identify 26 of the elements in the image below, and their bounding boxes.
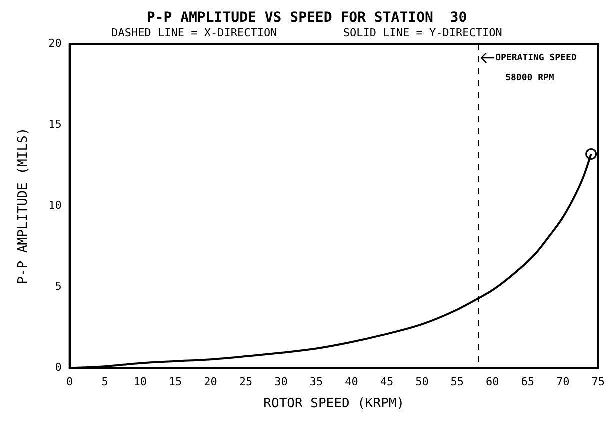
ref-line-label: OPERATING SPEED 58000 RPM — [496, 53, 578, 84]
x-tick-label: 50 — [416, 376, 429, 389]
x-tick-label: 55 — [450, 376, 464, 389]
x-axis-title: ROTOR SPEED (KRPM) — [264, 396, 405, 412]
y-tick-label: 0 — [55, 361, 62, 374]
chart-subtitle: DASHED LINE = X-DIRECTION SOLID LINE = Y-DIRECTION — [112, 26, 502, 40]
x-tick-label: 15 — [168, 376, 182, 389]
x-tick-label: 60 — [486, 376, 500, 389]
y-tick-label: 10 — [48, 198, 62, 212]
chart-title: P-P AMPLITUDE VS SPEED FOR STATION 30 — [146, 10, 468, 26]
x-tick-label: 30 — [274, 376, 288, 389]
y-axis-title: P-P AMPLITUDE (MILS) — [16, 128, 32, 284]
y-tick-label: 15 — [48, 118, 62, 131]
x-tick-label: 65 — [521, 376, 535, 389]
x-tick-label: 45 — [380, 376, 394, 389]
x-tick-label: 10 — [134, 376, 147, 389]
x-tick-label: 35 — [310, 376, 324, 389]
y-tick-label: 5 — [55, 280, 62, 294]
y-tick-label: 20 — [48, 36, 62, 50]
x-tick-label: 75 — [592, 376, 605, 389]
x-tick-label: 40 — [345, 376, 358, 389]
x-tick-label: 20 — [204, 376, 218, 389]
x-tick-label: 25 — [239, 376, 253, 389]
x-tick-label: 5 — [102, 376, 108, 389]
x-tick-label: 0 — [66, 376, 74, 389]
x-tick-label: 70 — [556, 376, 570, 389]
